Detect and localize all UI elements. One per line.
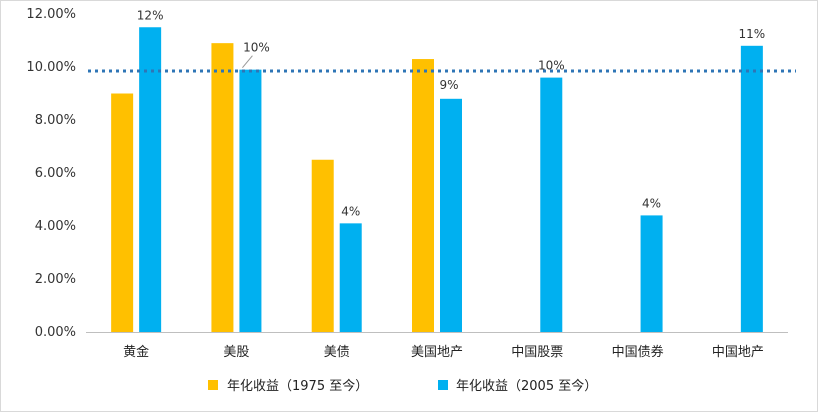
data-label: 9%	[439, 78, 458, 92]
y-axis-ticks: 0.00% 2.00% 4.00% 6.00% 8.00% 10.00% 12.00%	[26, 7, 76, 340]
x-axis-categories: 黄金 美股 美债 美国地产 中国股票 中国债券 中国地产	[123, 344, 764, 360]
data-label: 10%	[243, 41, 270, 55]
x-category-label: 美股	[223, 345, 249, 360]
legend-swatch-2005	[438, 380, 448, 390]
bar-1975	[311, 159, 334, 332]
legend-label-2005: 年化收益（2005 至今）	[456, 378, 597, 394]
legend-swatch-1975	[208, 380, 218, 390]
legend-label-1975: 年化收益（1975 至今）	[227, 378, 368, 394]
bar-2005	[239, 69, 262, 333]
data-label-leader	[242, 55, 253, 68]
bar-2005	[339, 223, 362, 332]
y-tick-label: 2.00%	[35, 272, 76, 287]
bar-2005	[740, 45, 763, 333]
bar-1975	[211, 43, 234, 333]
y-tick-label: 10.00%	[26, 60, 76, 75]
x-category-label: 美债	[324, 345, 350, 360]
x-category-label: 黄金	[123, 344, 149, 360]
data-labels: 12% 10% 4% 9% 10% 4% 11%	[137, 8, 765, 218]
bar-2005	[640, 215, 663, 332]
data-label: 12%	[137, 8, 164, 22]
data-label: 11%	[739, 27, 766, 41]
bars	[111, 27, 763, 333]
y-tick-label: 12.00%	[26, 7, 76, 22]
y-tick-label: 4.00%	[35, 219, 76, 234]
bar-2005	[440, 98, 462, 332]
data-label: 10%	[538, 59, 565, 73]
bar-2005	[540, 77, 563, 332]
bar-1975	[412, 59, 434, 333]
x-category-label: 中国债券	[612, 344, 664, 360]
legend: 年化收益（1975 至今） 年化收益（2005 至今）	[208, 378, 597, 394]
x-category-label: 中国地产	[712, 345, 764, 360]
bar-1975	[111, 93, 134, 332]
y-tick-label: 8.00%	[35, 113, 76, 128]
y-tick-label: 6.00%	[35, 166, 76, 181]
bar-2005	[139, 27, 162, 332]
y-tick-label: 0.00%	[35, 325, 76, 340]
data-label: 4%	[341, 204, 360, 218]
x-category-label: 中国股票	[511, 345, 563, 360]
data-label: 4%	[642, 196, 661, 210]
x-category-label: 美国地产	[411, 345, 463, 360]
